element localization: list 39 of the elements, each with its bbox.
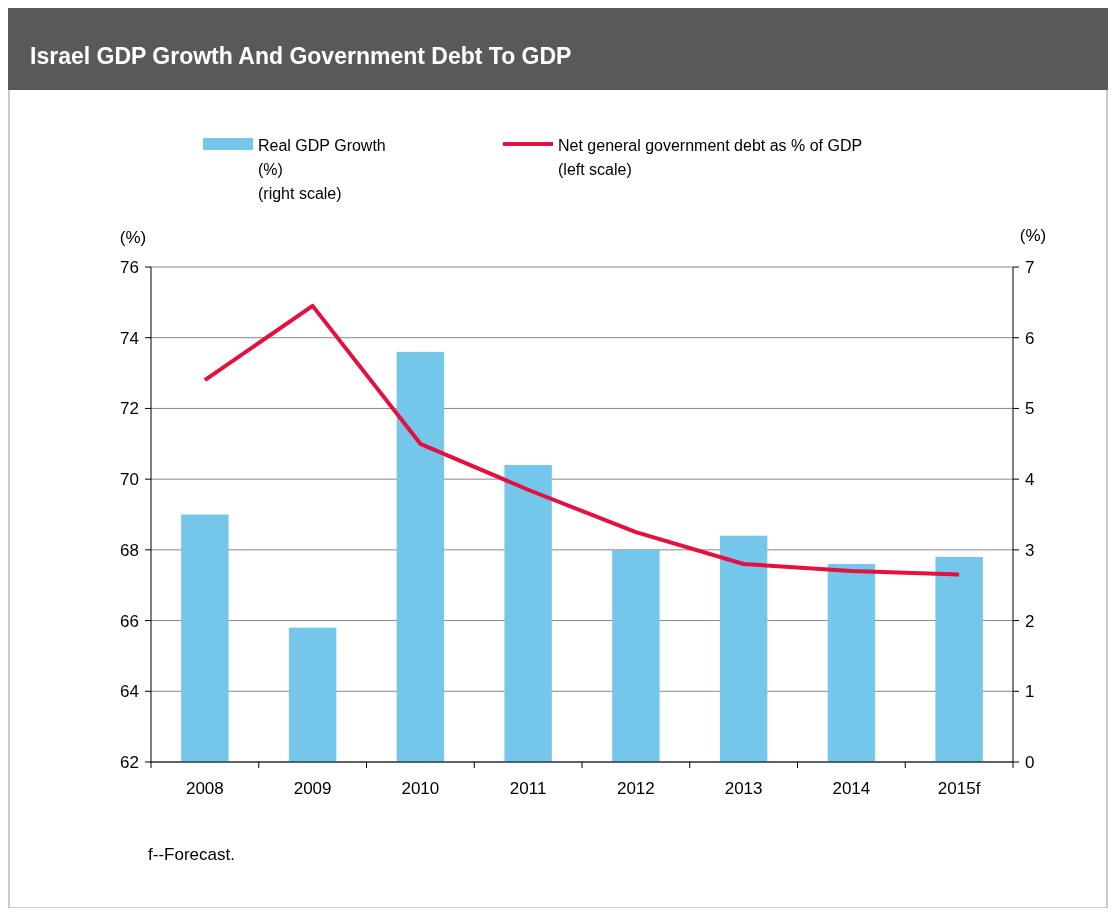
x-tick-label: 2012 <box>616 779 655 798</box>
y2-tick-label: 3 <box>1025 540 1035 560</box>
bar <box>827 564 876 762</box>
y-tick-label: 62 <box>120 752 139 772</box>
x-tick-label: 2008 <box>185 779 224 798</box>
x-tick-label: 2015f <box>937 779 981 798</box>
y2-tick-label: 5 <box>1025 399 1035 419</box>
bar <box>719 535 768 762</box>
y-tick-label: 76 <box>120 257 139 277</box>
y2-tick-label: 1 <box>1025 682 1035 702</box>
chart-title: Israel GDP Growth And Government Debt To GDP <box>30 43 572 69</box>
y-tick-label: 74 <box>120 328 139 348</box>
y2-tick-label: 4 <box>1025 470 1035 490</box>
y-tick-label: 64 <box>120 682 139 702</box>
y-axis-title: (%) <box>119 228 147 247</box>
y-tick-label: 66 <box>120 611 139 631</box>
y-tick-label: 70 <box>120 470 139 490</box>
text: f--Forecast. <box>148 845 235 864</box>
legend-label: Net general government debt as % of GDP (left scale) <box>558 137 863 178</box>
y-tick-label: 68 <box>120 540 139 560</box>
y2-tick-label: 0 <box>1025 752 1035 772</box>
bar <box>288 627 337 762</box>
y2-tick-label: 6 <box>1025 328 1035 348</box>
line-series <box>202 303 962 577</box>
x-tick-label: 2013 <box>724 779 763 798</box>
x-tick-label: 2010 <box>401 779 440 798</box>
bar <box>396 351 445 762</box>
y2-tick-label: 7 <box>1025 257 1035 277</box>
bar <box>181 514 229 762</box>
y-tick-label: 72 <box>120 399 139 419</box>
y2-axis-title: (%) <box>1019 226 1047 245</box>
y2-tick-label: 2 <box>1025 611 1035 631</box>
x-tick-label: 2009 <box>293 779 332 798</box>
bar <box>935 556 983 762</box>
x-tick-label: 2014 <box>832 779 871 798</box>
bar <box>612 549 660 762</box>
bar <box>504 465 552 762</box>
legend-label: Real GDP Growth (%) (right scale) <box>258 137 386 202</box>
x-tick-label: 2011 <box>509 779 547 798</box>
